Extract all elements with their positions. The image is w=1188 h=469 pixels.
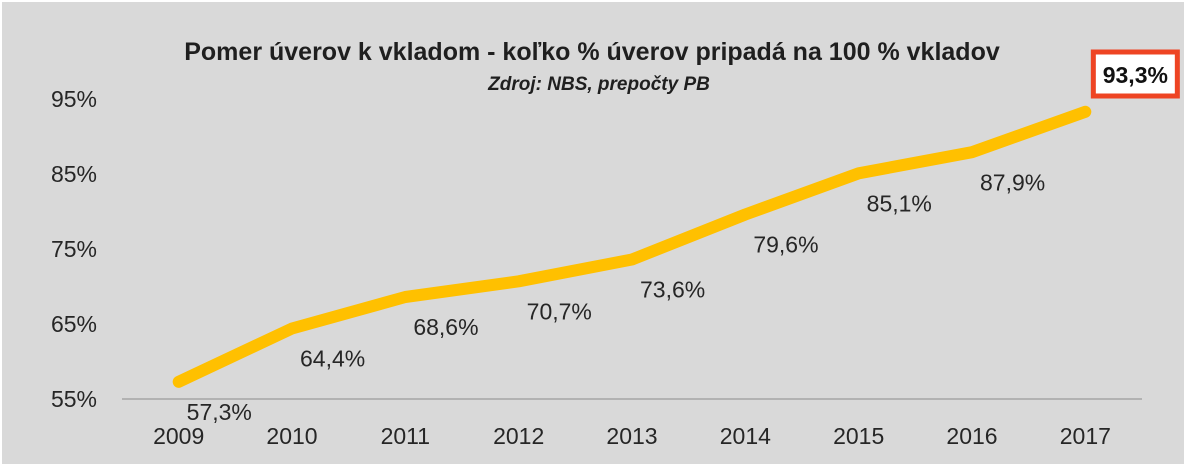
- x-tick-label: 2010: [266, 423, 317, 449]
- x-tick-label: 2015: [833, 423, 884, 449]
- data-label: 64,4%: [300, 346, 365, 372]
- data-label: 73,6%: [640, 277, 705, 303]
- x-tick-label: 2009: [153, 423, 204, 449]
- y-tick-label: 55%: [51, 386, 97, 412]
- data-label-highlighted: 93,3%: [1103, 62, 1168, 88]
- data-label: 57,3%: [187, 399, 252, 425]
- y-tick-label: 65%: [51, 311, 97, 337]
- x-axis: 2009 2010 2011 2012 2013 2014 2015 2016 2017: [153, 423, 1111, 449]
- y-tick-label: 95%: [51, 86, 97, 112]
- x-tick-label: 2017: [1060, 423, 1111, 449]
- highlight-box: [1090, 49, 1180, 99]
- data-label: 70,7%: [527, 298, 592, 324]
- chart-subtitle: Zdroj: NBS, prepočty PB: [487, 74, 710, 95]
- series-line: [172, 105, 1092, 388]
- chart-title: Pomer úverov k vkladom - koľko % úverov …: [184, 38, 1000, 66]
- data-labels: 57,3% 64,4% 68,6% 70,7% 73,6% 79,6% 85,1% 87,9%…: [187, 49, 1180, 425]
- data-label: 87,9%: [980, 169, 1045, 195]
- y-tick-label: 75%: [51, 236, 97, 262]
- x-tick-label: 2016: [946, 423, 997, 449]
- y-axis: 55% 65% 75% 85% 95%: [51, 86, 97, 412]
- x-tick-label: 2013: [606, 423, 657, 449]
- y-tick-label: 85%: [51, 161, 97, 187]
- data-label: 79,6%: [753, 232, 818, 258]
- x-tick-label: 2012: [493, 423, 544, 449]
- x-tick-label: 2014: [720, 423, 771, 449]
- series-path: [172, 105, 1092, 388]
- data-label: 68,6%: [413, 314, 478, 340]
- x-tick-label: 2011: [381, 423, 430, 449]
- data-label: 85,1%: [867, 190, 932, 216]
